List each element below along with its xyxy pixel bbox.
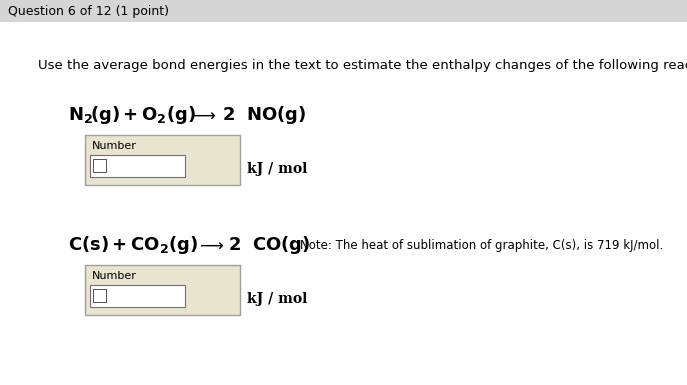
Text: Number: Number: [92, 271, 137, 281]
Text: Note: The heat of sublimation of graphite, C(s), is 719 kJ/mol.: Note: The heat of sublimation of graphit…: [300, 238, 663, 251]
Text: kJ / mol: kJ / mol: [247, 162, 307, 176]
Bar: [0, 0, 687, 22]
Bar: [90, 155, 185, 177]
Bar: [93, 289, 106, 302]
Text: $\mathbf{N_2}$: $\mathbf{N_2}$: [68, 105, 93, 125]
Text: $\longrightarrow$: $\longrightarrow$: [196, 236, 224, 254]
Bar: [90, 285, 185, 307]
Text: $\mathbf{C(s) + CO_2(g)}$: $\mathbf{C(s) + CO_2(g)}$: [68, 234, 199, 256]
Text: Number: Number: [92, 141, 137, 151]
Text: $\mathbf{(g) + O_2(g)}$: $\mathbf{(g) + O_2(g)}$: [90, 104, 196, 126]
Bar: [85, 135, 240, 185]
Text: kJ / mol: kJ / mol: [247, 292, 307, 306]
Bar: [85, 265, 240, 315]
Text: $\mathbf{2\ \ NO(g)}$: $\mathbf{2\ \ NO(g)}$: [222, 104, 306, 126]
Text: $\longrightarrow$: $\longrightarrow$: [188, 106, 216, 124]
Bar: [93, 159, 106, 172]
Text: Question 6 of 12 (1 point): Question 6 of 12 (1 point): [8, 5, 169, 17]
Text: $\mathbf{2\ \ CO(g)}$: $\mathbf{2\ \ CO(g)}$: [228, 234, 311, 256]
Text: Use the average bond energies in the text to estimate the enthalpy changes of th: Use the average bond energies in the tex…: [38, 59, 687, 72]
